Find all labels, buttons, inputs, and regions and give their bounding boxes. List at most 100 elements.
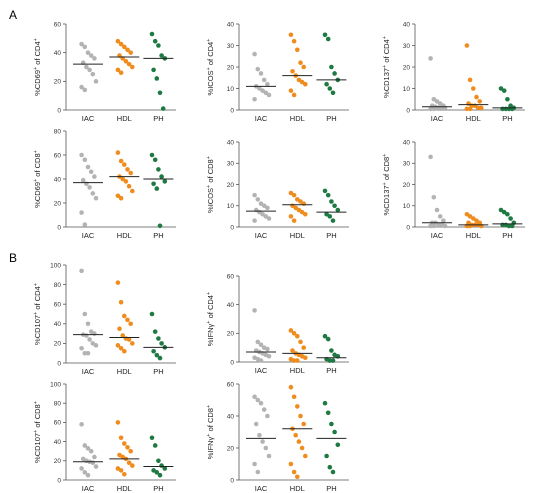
y-tick-label: 20 bbox=[227, 182, 235, 189]
data-point-ph bbox=[508, 216, 513, 221]
y-tick-label: 60 bbox=[54, 302, 62, 309]
data-point-hdl bbox=[115, 193, 121, 199]
data-point-ph bbox=[325, 192, 331, 198]
data-point-iac bbox=[266, 216, 272, 221]
data-point-hdl bbox=[118, 41, 124, 47]
data-point-iac bbox=[437, 214, 443, 219]
data-point-ph bbox=[330, 218, 336, 223]
data-point-iac bbox=[85, 350, 91, 356]
data-point-hdl bbox=[296, 439, 302, 444]
data-point-hdl bbox=[130, 188, 135, 194]
data-point-ph bbox=[152, 38, 158, 44]
data-point-hdl bbox=[290, 348, 295, 353]
y-axis-label-text: of CD8 bbox=[382, 157, 391, 182]
data-point-ph bbox=[322, 188, 328, 194]
data-point-ph bbox=[149, 311, 155, 317]
data-point-ph bbox=[501, 88, 507, 93]
data-point-hdl bbox=[125, 167, 130, 172]
y-axis-label-text: %CD107 bbox=[33, 315, 42, 345]
y-tick-label: 60 bbox=[54, 420, 62, 427]
x-category-label: IAC bbox=[82, 114, 95, 123]
data-point-ph bbox=[335, 207, 341, 213]
data-point-hdl bbox=[295, 333, 300, 339]
data-point-ph bbox=[332, 203, 337, 209]
data-point-iac bbox=[265, 81, 270, 87]
data-point-ph bbox=[152, 157, 158, 163]
y-axis-label-text: %CD69 bbox=[33, 182, 42, 208]
y-axis-label-text: of CD8 bbox=[206, 159, 215, 184]
data-point-ph bbox=[154, 470, 160, 475]
y-axis-label-text: %ICOS bbox=[206, 188, 215, 213]
data-point-hdl bbox=[291, 92, 297, 98]
y-axis-label: %CD69+ of CD4+ bbox=[33, 38, 42, 96]
y-tick-label: 40 bbox=[227, 413, 235, 420]
data-point-iac bbox=[88, 53, 94, 58]
data-point-iac bbox=[258, 400, 264, 406]
data-point-ph bbox=[151, 67, 156, 73]
data-point-hdl bbox=[301, 64, 307, 70]
data-point-iac bbox=[252, 51, 257, 57]
data-point-hdl bbox=[303, 211, 308, 217]
data-point-iac bbox=[92, 331, 97, 336]
data-point-hdl bbox=[122, 348, 127, 354]
y-tick-label: 40 bbox=[54, 439, 62, 446]
data-point-hdl bbox=[130, 341, 135, 346]
y-tick-label: 80 bbox=[54, 282, 62, 289]
data-point-iac bbox=[79, 466, 84, 471]
data-point-hdl bbox=[293, 432, 299, 438]
data-point-hdl bbox=[115, 280, 121, 285]
data-point-ph bbox=[325, 336, 331, 342]
x-category-label: PH bbox=[326, 231, 336, 240]
x-category-label: PH bbox=[502, 114, 512, 123]
data-point-hdl bbox=[123, 179, 129, 184]
data-point-hdl bbox=[128, 321, 133, 327]
data-point-iac bbox=[82, 350, 88, 356]
y-axis-label-sup: + bbox=[33, 430, 39, 433]
y-tick-label: 20 bbox=[54, 79, 62, 86]
data-point-hdl bbox=[120, 176, 125, 182]
y-tick-label: 0 bbox=[57, 477, 61, 484]
data-point-hdl bbox=[115, 420, 121, 425]
data-point-ph bbox=[157, 223, 163, 229]
data-point-hdl bbox=[118, 158, 124, 164]
data-point-ph bbox=[151, 181, 156, 187]
y-tick-label: 100 bbox=[50, 262, 61, 269]
data-point-hdl bbox=[467, 77, 473, 83]
data-point-ph bbox=[329, 64, 334, 70]
y-tick-label: 40 bbox=[227, 139, 235, 146]
x-category-label: HDL bbox=[466, 231, 481, 240]
data-point-iac bbox=[79, 210, 84, 215]
y-tick-label: 40 bbox=[403, 21, 411, 28]
data-point-ph bbox=[149, 152, 155, 158]
x-category-label: PH bbox=[153, 231, 163, 240]
y-tick-label: 20 bbox=[227, 331, 235, 338]
y-tick-label: 60 bbox=[54, 21, 62, 28]
data-point-iac bbox=[252, 218, 257, 223]
y-tick-label: 40 bbox=[54, 176, 62, 183]
data-point-iac bbox=[92, 174, 97, 179]
data-point-hdl bbox=[467, 106, 473, 112]
data-point-iac bbox=[82, 222, 88, 227]
data-point-iac bbox=[255, 339, 261, 345]
data-point-hdl bbox=[464, 43, 470, 48]
data-point-hdl bbox=[115, 38, 121, 44]
data-point-iac bbox=[252, 308, 257, 313]
data-point-iac bbox=[79, 84, 84, 90]
data-point-iac bbox=[87, 67, 92, 73]
y-axis-label-sup: + bbox=[382, 154, 388, 157]
data-point-hdl bbox=[471, 86, 476, 91]
data-point-ph bbox=[322, 32, 328, 38]
data-point-hdl bbox=[123, 58, 129, 64]
y-axis-label-text: of CD8 bbox=[33, 153, 42, 178]
data-point-ph bbox=[162, 179, 168, 184]
x-category-label: PH bbox=[326, 366, 336, 375]
data-point-ph bbox=[325, 36, 331, 42]
data-point-hdl bbox=[474, 94, 479, 100]
y-axis-label-text: %IFNγ bbox=[206, 323, 215, 346]
data-point-hdl bbox=[126, 337, 132, 342]
